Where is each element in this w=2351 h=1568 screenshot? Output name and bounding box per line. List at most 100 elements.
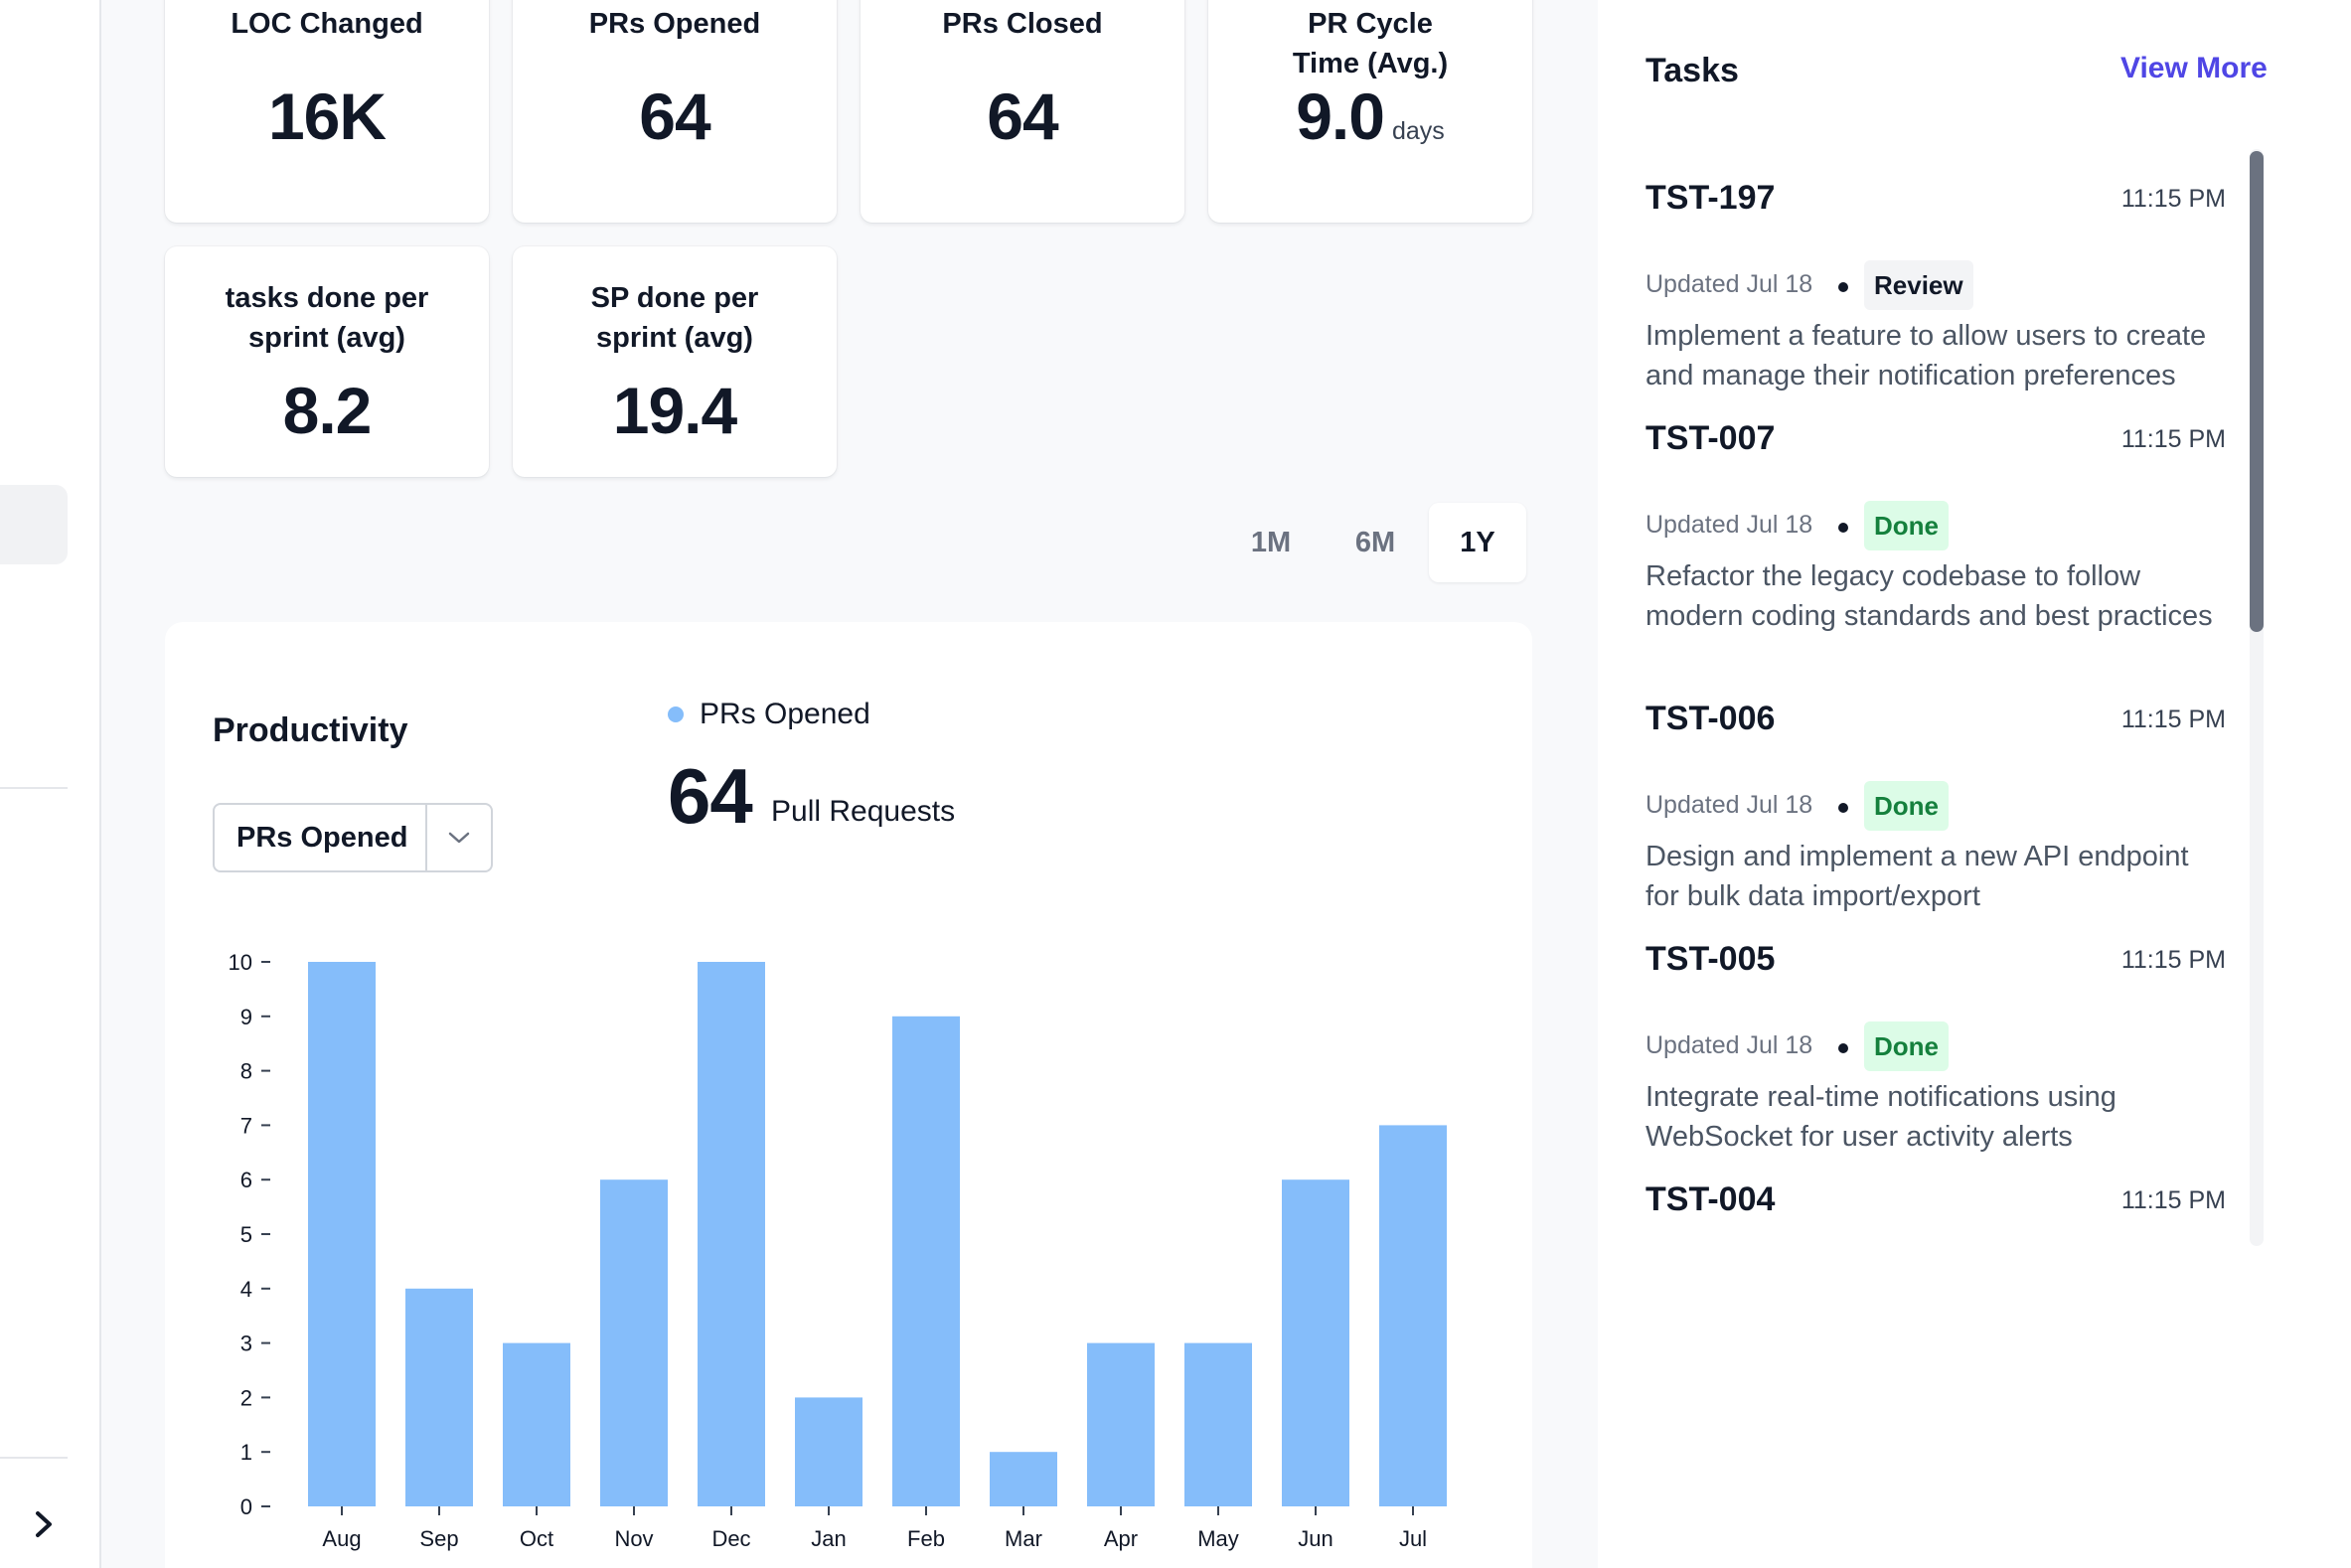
kpi-value: 19.4: [612, 374, 737, 447]
view-more-link[interactable]: View More: [2120, 52, 2268, 84]
total-unit: Pull Requests: [771, 795, 956, 828]
range-option-1y[interactable]: 1Y: [1429, 503, 1526, 582]
task-updated: Updated Jul 18: [1646, 1031, 1813, 1059]
task-time: 11:15 PM: [2120, 706, 2226, 733]
kpi-card-tasks-done: tasks done per sprint (avg) 8.2: [165, 246, 489, 477]
bar-may: [1184, 1342, 1252, 1506]
y-tick-label: 3: [240, 1332, 252, 1356]
y-tick-label: 5: [240, 1222, 252, 1247]
task-description: Implement a feature to allow users to cr…: [1646, 320, 2207, 392]
y-tick-label: 6: [240, 1168, 252, 1192]
scrollbar-thumb[interactable]: [2250, 151, 2264, 632]
task-updated: Updated Jul 18: [1646, 511, 1813, 539]
task-id[interactable]: TST-197: [1646, 179, 1776, 217]
y-tick-label: 2: [240, 1385, 252, 1410]
sidebar: [0, 0, 101, 1568]
x-tick-label: Jan: [811, 1526, 846, 1551]
status-badge: Review: [1864, 260, 1973, 310]
productivity-title: Productivity: [213, 711, 408, 749]
kpi-label: PRs Closed: [942, 8, 1103, 40]
kpi-label: tasks done per sprint (avg): [225, 282, 429, 354]
kpi-unit: days: [1391, 117, 1445, 145]
tasks-panel: Tasks View More TST-197 11:15 PM Updated J…: [1598, 0, 2351, 1568]
bar-feb: [892, 1016, 960, 1506]
bar-jan: [795, 1397, 862, 1506]
bullet-separator: [1838, 282, 1848, 292]
metric-select-value: PRs Opened: [236, 822, 408, 854]
x-tick-label: Nov: [614, 1526, 653, 1551]
task-id[interactable]: TST-007: [1646, 419, 1776, 457]
task-id[interactable]: TST-006: [1646, 700, 1776, 737]
bar-aug: [308, 962, 376, 1506]
kpi-card-loc-changed: LOC Changed 16K: [165, 0, 489, 223]
bullet-separator: [1838, 523, 1848, 533]
status-badge: Done: [1864, 781, 1949, 831]
sidebar-expand-button[interactable]: [24, 1504, 64, 1544]
kpi-card-prs-opened: PRs Opened 64: [513, 0, 837, 223]
bar-sep: [405, 1288, 473, 1506]
kpi-card-prs-closed: PRs Closed 64: [861, 0, 1184, 223]
task-id[interactable]: TST-005: [1646, 940, 1776, 978]
x-tick-label: Oct: [520, 1526, 553, 1551]
kpi-value: 8.2: [282, 374, 373, 447]
status-badge: Done: [1864, 501, 1949, 550]
chart-legend: PRs Opened: [668, 698, 870, 731]
productivity-bar-chart: 0 1 2 3 4 5 6 7 8 9 10 Aug Sep Oct Nov Dec Jan Feb Mar Apr M…: [229, 950, 1447, 1551]
productivity-panel: Productivity PRs Opened PRs Opened 64 Pu…: [165, 622, 1532, 1568]
task-updated: Updated Jul 18: [1646, 791, 1813, 819]
sidebar-active-item[interactable]: [0, 485, 68, 564]
kpi-label: PR Cycle Time (Avg.): [1292, 8, 1449, 79]
kpi-label: PRs Opened: [588, 8, 761, 40]
x-tick-label: Feb: [907, 1526, 945, 1551]
x-tick-label: May: [1197, 1526, 1239, 1551]
y-tick-label: 1: [240, 1440, 252, 1465]
x-tick-label: Sep: [419, 1526, 458, 1551]
x-tick-label: Jul: [1399, 1526, 1427, 1551]
x-tick-label: Apr: [1104, 1526, 1138, 1551]
bar-jul: [1379, 1125, 1447, 1506]
kpi-value: 64: [639, 79, 710, 153]
kpi-value: 64: [987, 79, 1058, 153]
legend-dot: [668, 706, 684, 722]
task-updated: Updated Jul 18: [1646, 270, 1813, 298]
status-badge: Done: [1864, 1021, 1949, 1071]
y-tick-label: 10: [229, 950, 252, 975]
x-tick-label: Mar: [1005, 1526, 1042, 1551]
chevron-right-icon: [36, 1511, 52, 1537]
y-tick-label: 4: [240, 1277, 252, 1302]
task-time: 11:15 PM: [2120, 946, 2226, 974]
range-option-1m[interactable]: 1M: [1250, 527, 1292, 558]
x-tick-label: Dec: [711, 1526, 750, 1551]
bar-nov: [600, 1179, 668, 1506]
tasks-title: Tasks: [1646, 52, 1739, 89]
bar-jun: [1282, 1179, 1349, 1506]
sidebar-divider: [0, 787, 68, 789]
bar-dec: [698, 962, 765, 1506]
y-tick-label: 0: [240, 1494, 252, 1519]
bar-apr: [1087, 1342, 1155, 1506]
bar-mar: [990, 1452, 1057, 1506]
bullet-separator: [1838, 1043, 1848, 1053]
task-id[interactable]: TST-004: [1646, 1180, 1776, 1218]
range-option-6m[interactable]: 6M: [1354, 527, 1396, 558]
kpi-card-sp-done: SP done per sprint (avg) 19.4: [513, 246, 837, 477]
x-tick-label: Aug: [322, 1526, 361, 1551]
metric-select[interactable]: PRs Opened: [213, 803, 493, 872]
task-description: Refactor the legacy codebase to follow m…: [1646, 560, 2213, 632]
y-tick-label: 9: [240, 1005, 252, 1029]
task-description: Integrate real-time notifications using …: [1646, 1081, 2116, 1153]
bullet-separator: [1838, 803, 1848, 813]
total-count: 64: [668, 752, 753, 840]
y-tick-label: 8: [240, 1059, 252, 1084]
task-list[interactable]: TST-197 11:15 PM Updated Jul 18 Review Imple…: [1646, 149, 2226, 1246]
y-tick-label: 7: [240, 1113, 252, 1138]
task-description: Design and implement a new API endpoint …: [1646, 841, 2189, 912]
kpi-label: LOC Changed: [231, 8, 423, 40]
sidebar-divider: [0, 1457, 68, 1459]
kpi-value: 16K: [267, 79, 387, 153]
legend-label: PRs Opened: [700, 698, 870, 730]
x-tick-label: Jun: [1298, 1526, 1332, 1551]
chevron-down-icon: [427, 805, 491, 870]
bar-oct: [503, 1342, 570, 1506]
